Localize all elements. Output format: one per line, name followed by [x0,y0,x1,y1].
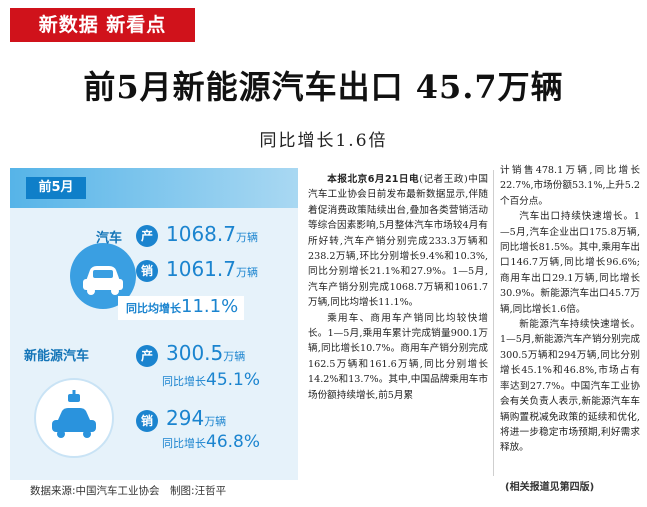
article-paragraph: 计销售478.1万辆,同比增长22.7%,市场份额53.1%,上升5.2个百分点… [500,165,640,207]
ev-charging-icon [52,390,96,438]
nev-sales-growth: 同比增长46.8% [162,432,260,452]
headline: 前5月新能源汽车出口 45.7万辆 [83,68,564,106]
auto-production-badge: 产 [136,225,158,247]
auto-growth-label: 同比均增长 [126,302,181,315]
auto-growth-box: 同比均增长11.1% [118,296,244,320]
article-column-1: 本报北京6月21日电(记者王政)中国汽车工业协会日前发布最新数据显示,伴随着促消… [308,172,488,403]
article-paragraph: 新能源汽车持续快速增长。1—5月,新能源汽车产销分别完成300.5万辆和294万… [500,319,640,454]
nev-production-badge: 产 [136,345,158,367]
nev-sales-badge: 销 [136,410,158,432]
nev-production: 300.5万辆 [166,341,245,365]
nev-production-growth-value: 45.1% [206,370,261,390]
column-divider [493,170,494,476]
auto-production-unit: 万辆 [235,231,258,244]
nev-sales-growth-label: 同比增长 [162,437,206,450]
article-paragraph: 乘用车、商用车产销同比均较快增长。1—5月,乘用车累计完成销量900.1万辆,同… [308,312,488,401]
car-icon [83,266,123,295]
nev-sales-value: 294 [166,406,205,430]
nev-sales-unit: 万辆 [204,415,227,428]
nev-label: 新能源汽车 [24,349,90,364]
auto-growth-value: 11.1% [181,296,239,317]
nev-sales-growth-value: 46.8% [206,432,261,452]
period-ribbon: 前5月 [26,177,86,199]
nev-production-value: 300.5 [166,341,224,365]
nev-sales: 294万辆 [166,406,226,430]
nev-production-unit: 万辆 [223,350,246,363]
paragraph-text: (记者王政)中国汽车工业协会日前发布最新数据显示,伴随着促消费政策陆续出台,叠加… [308,174,488,309]
auto-sales-value: 1061.7 [166,257,236,281]
dateline: 本报北京6月21日电 [327,174,420,185]
ev-icon-circle [34,378,114,458]
nev-production-growth: 同比增长45.1% [162,370,260,390]
auto-production-value: 1068.7 [166,222,236,246]
auto-production: 1068.7万辆 [166,222,258,246]
subheadline: 同比增长1.6倍 [259,131,388,151]
auto-label: 汽车 [96,231,123,246]
article-column-2: 计销售478.1万辆,同比增长22.7%,市场份额53.1%,上升5.2个百分点… [500,163,640,456]
article-paragraph: 汽车出口持续快速增长。1—5月,汽车企业出口175.8万辆,同比增长81.5%。… [500,211,640,315]
auto-sales: 1061.7万辆 [166,257,258,281]
article-paragraph: 本报北京6月21日电(记者王政)中国汽车工业协会日前发布最新数据显示,伴随着促消… [308,172,488,311]
auto-sales-unit: 万辆 [235,266,258,279]
related-report-note: (相关报道见第四版) [505,482,595,493]
nev-production-growth-label: 同比增长 [162,375,206,388]
auto-sales-badge: 销 [136,260,158,282]
credits: 数据来源:中国汽车工业协会 制图:汪哲平 [30,485,227,497]
section-tag: 新数据 新看点 [10,8,195,42]
